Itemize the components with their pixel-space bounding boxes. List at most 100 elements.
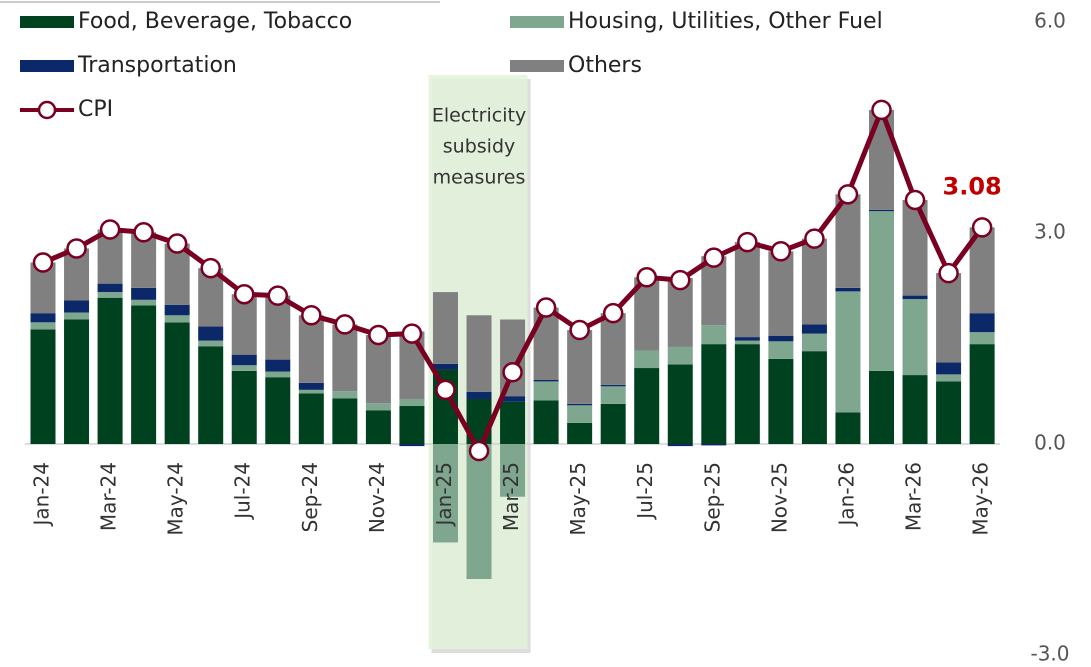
- bar-segment: [734, 242, 760, 338]
- bar-segment: [265, 371, 291, 378]
- bar-segment: [667, 364, 693, 444]
- bar-segment: [533, 379, 559, 382]
- bar-segment: [768, 251, 794, 336]
- x-tick-label: Nov-25: [767, 462, 791, 533]
- legend-swatch: [20, 16, 74, 28]
- bar-segment: [97, 292, 123, 298]
- bar-segment: [533, 307, 559, 380]
- bar-segment: [399, 406, 425, 444]
- bar-segment: [298, 393, 324, 444]
- bar-segment: [30, 313, 56, 323]
- bar-segment: [432, 444, 458, 543]
- cpi-marker: [602, 302, 624, 324]
- bar-segment: [332, 324, 358, 392]
- bar-segment: [600, 386, 626, 404]
- x-tick-label: May-24: [164, 462, 188, 536]
- x-tick-label: Jan-24: [30, 462, 54, 528]
- bar-segment: [567, 403, 593, 406]
- legend-label: Food, Beverage, Tobacco: [78, 9, 352, 34]
- cpi-marker: [837, 184, 859, 205]
- bar-segment: [734, 340, 760, 345]
- bar-segment: [298, 389, 324, 394]
- legend-swatch: [510, 60, 564, 72]
- bar-segment: [567, 330, 593, 404]
- cpi-marker: [301, 305, 322, 326]
- x-tick-label: Sep-25: [700, 462, 724, 532]
- x-tick-label: Mar-24: [97, 462, 121, 531]
- bar-segment: [265, 295, 291, 360]
- bar-segment: [399, 444, 425, 447]
- x-tick-label: Jul-24: [231, 462, 255, 521]
- bar-segment: [936, 362, 962, 375]
- y-tick-label: 3.0: [1034, 220, 1066, 244]
- bar-segment: [634, 350, 660, 369]
- x-tick-label: Sep-24: [298, 462, 322, 532]
- bar-segment: [198, 340, 224, 347]
- x-tick-label: Mar-25: [499, 462, 523, 531]
- bar-segment: [768, 341, 794, 359]
- bar-segment: [567, 405, 593, 423]
- bar-segment: [64, 300, 90, 313]
- cpi-marker: [670, 269, 691, 291]
- bar-segment: [801, 333, 827, 352]
- cpi-marker: [636, 267, 657, 288]
- cpi-marker: [938, 262, 959, 284]
- x-tick-label: Nov-24: [365, 462, 389, 533]
- legend-swatch: [510, 16, 564, 28]
- cpi-marker: [133, 222, 154, 243]
- cpi-marker: [703, 247, 725, 268]
- bar-segment: [231, 370, 257, 444]
- bar-segment: [869, 109, 894, 210]
- x-tick-label: Jan-26: [834, 462, 858, 528]
- cpi-marker: [200, 257, 221, 279]
- y-tick-label: -3.0: [1030, 642, 1069, 666]
- bar-segment: [231, 354, 257, 366]
- bar-segment: [97, 297, 123, 444]
- bar-segment: [164, 322, 190, 444]
- legend-label: Housing, Utilities, Other Fuel: [568, 9, 883, 34]
- bar-segment: [600, 403, 626, 444]
- bar-segment: [500, 444, 526, 497]
- bar-segment: [801, 238, 827, 325]
- bar-segment: [64, 319, 90, 444]
- bar-segment: [265, 377, 291, 444]
- bar-segment: [835, 194, 861, 288]
- bar-segment: [801, 351, 827, 444]
- cpi-marker: [99, 219, 121, 240]
- bar-segment: [64, 312, 90, 320]
- bar-segment: [969, 344, 995, 444]
- legend-marker: [37, 100, 57, 120]
- bar-segment: [835, 412, 861, 444]
- bar-segment: [835, 291, 861, 413]
- bar-segment: [701, 444, 727, 446]
- bar-segment: [500, 401, 526, 444]
- bar-segment: [164, 315, 190, 323]
- bar-segment: [265, 359, 291, 372]
- bar-segment: [500, 396, 526, 402]
- cpi-marker: [368, 324, 389, 346]
- bar-segment: [332, 398, 358, 444]
- bar-segment: [801, 324, 827, 334]
- cpi-marker: [871, 99, 892, 121]
- bar-segment: [567, 422, 593, 444]
- legend-label: Others: [568, 53, 642, 78]
- legend-label: Transportation: [77, 53, 237, 78]
- cpi-marker: [267, 285, 289, 306]
- x-tick-label: May-25: [566, 462, 590, 536]
- bar-segment: [936, 374, 962, 382]
- bar-segment: [432, 363, 458, 370]
- y-tick-label: 0.0: [1034, 431, 1066, 455]
- bar-segment: [969, 332, 995, 345]
- bar-segment: [869, 370, 894, 444]
- bar-segment: [902, 375, 928, 444]
- bar-segment: [466, 315, 492, 392]
- bar-segment: [365, 410, 391, 444]
- bar-segment: [533, 381, 559, 401]
- bar-segment: [869, 211, 894, 371]
- bar-segment: [30, 322, 56, 330]
- bar-segment: [97, 283, 123, 293]
- cpi-marker: [401, 323, 423, 344]
- cpi-marker: [233, 283, 255, 305]
- bar-segment: [298, 382, 324, 390]
